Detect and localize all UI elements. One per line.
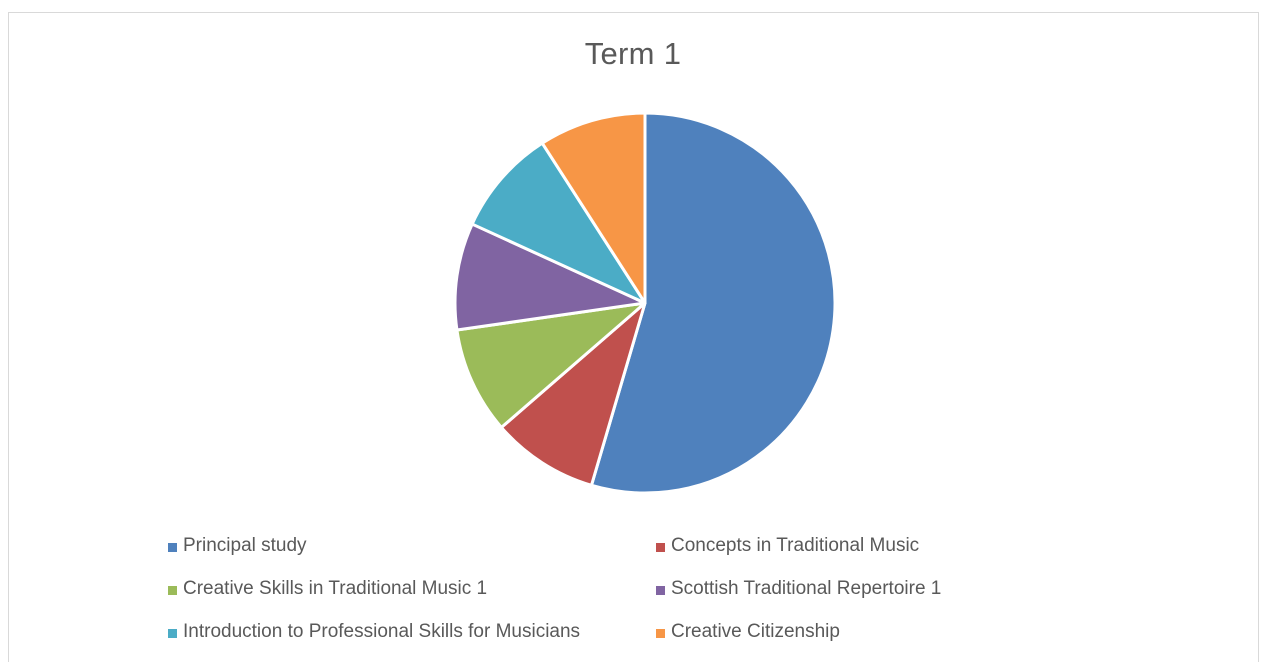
legend-swatch-3 — [168, 586, 177, 595]
chart-title: Term 1 — [584, 36, 682, 71]
legend-label-1: Principal study — [183, 535, 307, 556]
pie-slice-3 — [455, 301, 647, 429]
legend-label-6: Creative Citizenship — [671, 621, 840, 642]
legend-swatch-1 — [168, 543, 177, 552]
legend-swatch-4 — [656, 586, 665, 595]
legend-label-5: Introduction to Professional Skills for … — [183, 621, 581, 642]
legend-label-4: Scottish Traditional Repertoire 1 — [671, 578, 942, 599]
legend-swatch-2 — [656, 543, 665, 552]
pie-slice-1 — [589, 111, 837, 495]
pie-slice-4 — [453, 222, 647, 332]
pie-slice-5 — [470, 141, 647, 305]
legend-label-3: Creative Skills in Traditional Music 1 — [183, 578, 488, 599]
pie-slice-2 — [499, 301, 647, 487]
legend-swatch-5 — [168, 629, 177, 638]
pie-slice-6 — [540, 111, 647, 305]
legend-swatch-6 — [656, 629, 665, 638]
legend-label-2: Concepts in Traditional Music — [671, 535, 920, 556]
